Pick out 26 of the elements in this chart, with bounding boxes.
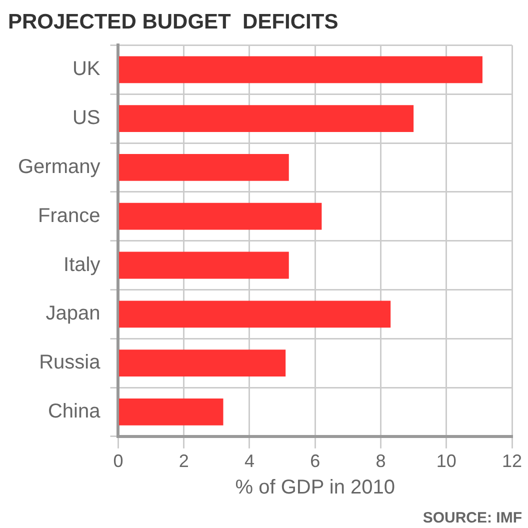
- y-tick-label: Germany: [18, 156, 100, 178]
- bar: [118, 300, 391, 328]
- bar: [118, 202, 322, 230]
- y-tick-label: France: [38, 204, 100, 227]
- x-tick-label: 12: [502, 451, 522, 472]
- bar: [118, 105, 414, 132]
- source-note: SOURCE: IMF: [422, 510, 522, 527]
- bar: [118, 252, 289, 279]
- x-tick-label: 8: [376, 451, 386, 472]
- bar: [118, 154, 289, 181]
- bar: [118, 398, 224, 426]
- x-axis-title: % of GDP in 2010: [235, 476, 395, 499]
- x-tick-label: 10: [436, 451, 456, 472]
- bar: [118, 56, 482, 84]
- x-tick-label: 2: [178, 451, 189, 472]
- x-tick-label: 6: [310, 451, 320, 472]
- y-tick-label: US: [72, 107, 100, 130]
- y-tick-label: Russia: [39, 352, 102, 374]
- x-tick-label: 0: [113, 451, 124, 472]
- y-tick-label: China: [48, 400, 102, 422]
- y-tick-label: Japan: [46, 302, 100, 325]
- chart-title: PROJECTED BUDGET DEFICITS: [8, 10, 338, 34]
- bar: [118, 350, 286, 376]
- y-tick-label: Italy: [64, 254, 100, 276]
- y-tick-label: UK: [72, 58, 101, 80]
- x-tick-label: 4: [244, 451, 255, 472]
